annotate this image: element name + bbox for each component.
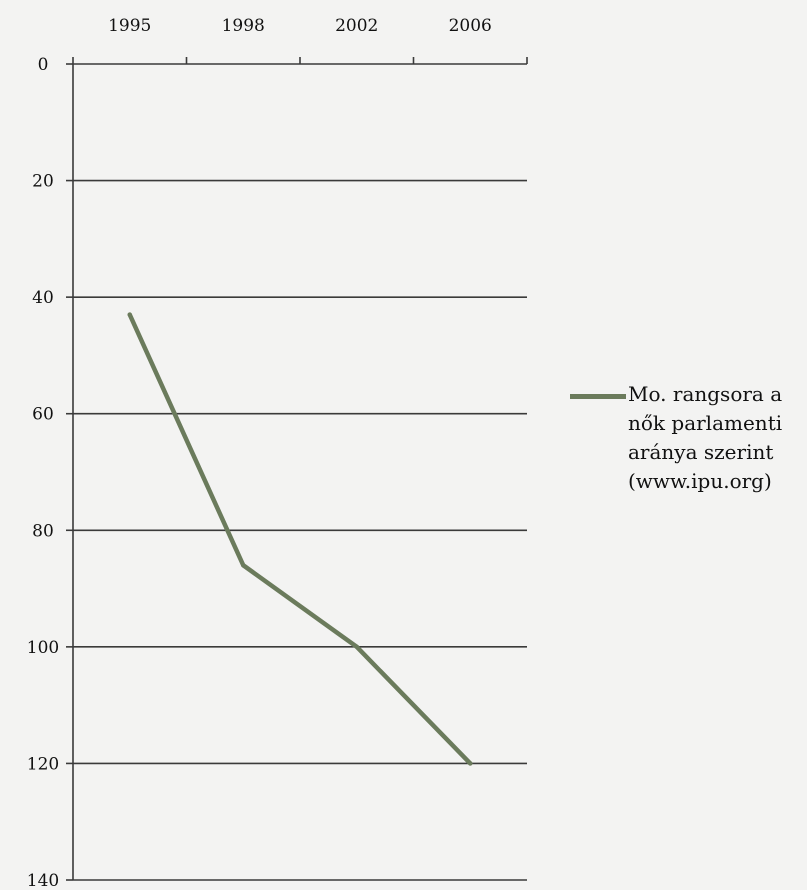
y-tick-label-80: 80: [32, 521, 54, 541]
y-tick-label-40: 40: [32, 288, 54, 308]
series-point-2006: [468, 761, 473, 766]
x-tick-label-1998: 1998: [222, 16, 265, 36]
y-tick-label-120: 120: [27, 754, 59, 774]
y-tick-label-0: 0: [38, 55, 49, 75]
legend-series-label: Mo. rangsora a nők parlamenti aránya sze…: [628, 382, 783, 493]
series-point-2002: [354, 644, 359, 650]
legend-swatch: [570, 394, 626, 399]
x-tick-label-2002: 2002: [335, 16, 378, 36]
series-point-1995: [127, 312, 132, 317]
series-line-0: [127, 312, 473, 766]
legend: Mo. rangsora a nők parlamenti aránya sze…: [570, 380, 805, 496]
x-tick-label-1995: 1995: [108, 16, 151, 36]
y-tick-label-140: 140: [27, 871, 59, 890]
y-tick-label-20: 20: [32, 172, 54, 192]
series-point-1998: [241, 563, 246, 568]
y-tick-label-100: 100: [27, 638, 59, 658]
y-tick-label-60: 60: [32, 405, 54, 425]
x-tick-label-2006: 2006: [449, 16, 492, 36]
